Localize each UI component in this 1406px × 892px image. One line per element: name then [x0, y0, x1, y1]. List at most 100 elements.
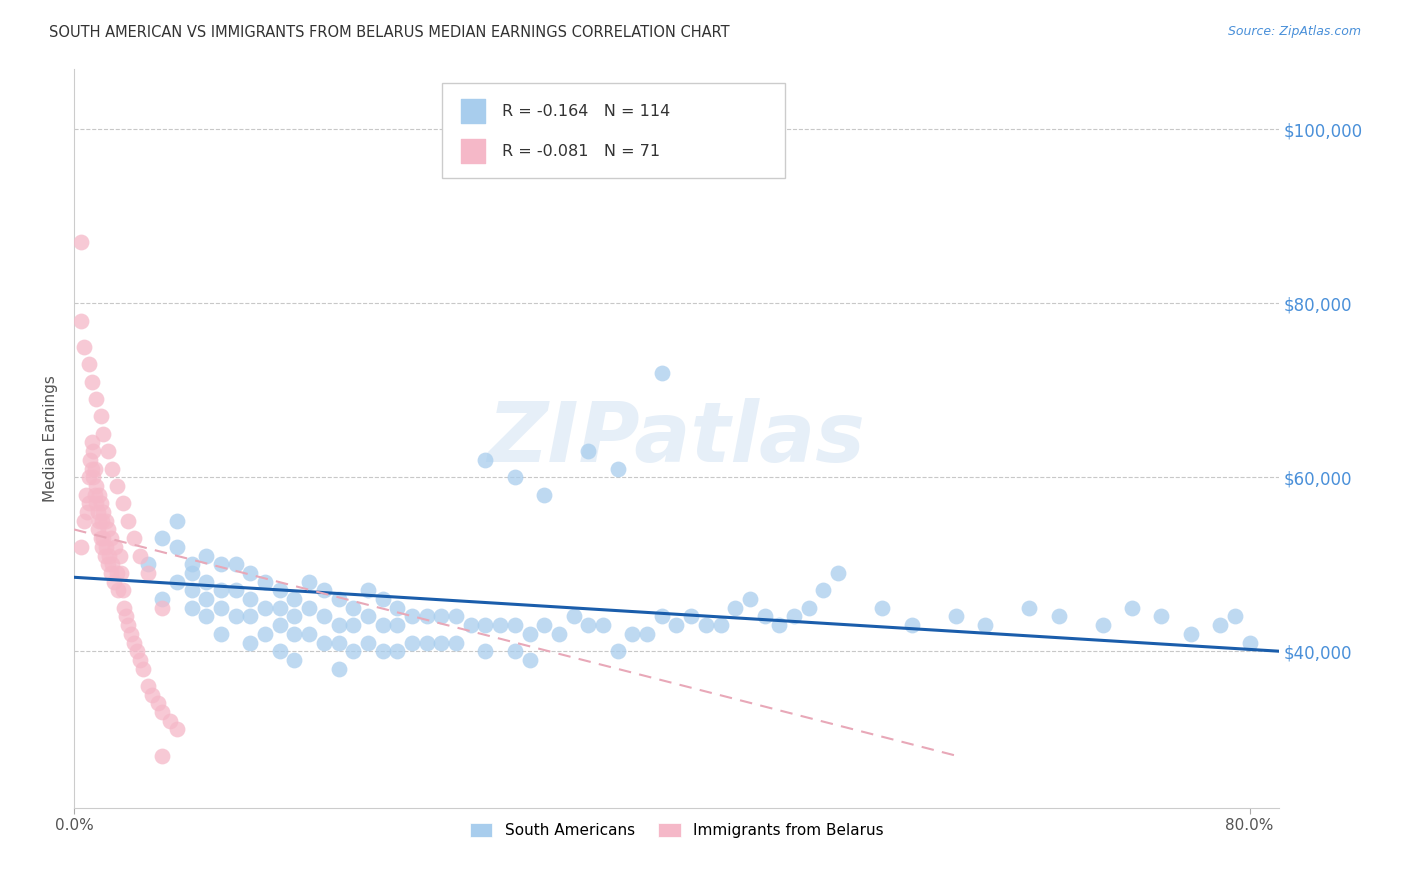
- Point: [444, 609, 467, 624]
- Point: [112, 600, 135, 615]
- Point: [100, 566, 122, 580]
- Point: [562, 609, 585, 624]
- Point: [117, 514, 139, 528]
- Point: [576, 444, 599, 458]
- Point: [75, 488, 97, 502]
- Point: [132, 662, 155, 676]
- Point: [474, 618, 496, 632]
- Point: [86, 523, 108, 537]
- Point: [136, 679, 159, 693]
- Point: [98, 549, 121, 563]
- Point: [283, 609, 305, 624]
- Point: [665, 618, 688, 632]
- Point: [460, 618, 482, 632]
- Point: [768, 618, 790, 632]
- Point: [415, 609, 437, 624]
- Text: R = -0.081   N = 71: R = -0.081 N = 71: [502, 144, 659, 159]
- Point: [84, 479, 107, 493]
- Point: [945, 609, 967, 624]
- Point: [342, 644, 364, 658]
- Point: [77, 357, 100, 371]
- Point: [371, 644, 394, 658]
- Point: [371, 592, 394, 607]
- Point: [444, 635, 467, 649]
- Point: [110, 566, 132, 580]
- Point: [101, 461, 124, 475]
- Point: [225, 558, 247, 572]
- Point: [166, 723, 188, 737]
- Point: [430, 635, 453, 649]
- Legend: South Americans, Immigrants from Belarus: South Americans, Immigrants from Belarus: [464, 817, 890, 845]
- Point: [97, 444, 120, 458]
- Point: [827, 566, 849, 580]
- Point: [371, 618, 394, 632]
- Point: [342, 618, 364, 632]
- Point: [592, 618, 614, 632]
- Point: [298, 627, 321, 641]
- Point: [651, 609, 673, 624]
- Point: [136, 566, 159, 580]
- Point: [70, 540, 93, 554]
- Point: [415, 635, 437, 649]
- Point: [87, 514, 110, 528]
- Point: [269, 583, 291, 598]
- Point: [79, 453, 101, 467]
- Point: [519, 653, 541, 667]
- Point: [387, 644, 409, 658]
- Point: [269, 600, 291, 615]
- Point: [239, 592, 262, 607]
- Point: [1223, 609, 1246, 624]
- Point: [797, 600, 820, 615]
- Point: [209, 583, 232, 598]
- Point: [225, 583, 247, 598]
- Point: [503, 470, 526, 484]
- Point: [84, 392, 107, 406]
- Point: [180, 600, 202, 615]
- Point: [283, 592, 305, 607]
- Point: [150, 592, 173, 607]
- Point: [401, 635, 423, 649]
- Point: [254, 600, 277, 615]
- Point: [91, 514, 114, 528]
- Point: [695, 618, 717, 632]
- Point: [269, 618, 291, 632]
- Point: [82, 444, 104, 458]
- Point: [1047, 609, 1070, 624]
- Point: [209, 558, 232, 572]
- Point: [101, 558, 124, 572]
- Point: [283, 653, 305, 667]
- Point: [91, 540, 114, 554]
- Point: [117, 618, 139, 632]
- Point: [239, 566, 262, 580]
- Point: [146, 697, 169, 711]
- Point: [150, 531, 173, 545]
- Point: [870, 600, 893, 615]
- Point: [783, 609, 806, 624]
- Point: [900, 618, 922, 632]
- Point: [342, 600, 364, 615]
- Y-axis label: Median Earnings: Median Earnings: [44, 375, 58, 501]
- Point: [159, 714, 181, 728]
- Point: [1209, 618, 1232, 632]
- Point: [127, 644, 149, 658]
- Point: [606, 644, 628, 658]
- Text: R = -0.164   N = 114: R = -0.164 N = 114: [502, 103, 671, 119]
- Point: [180, 583, 202, 598]
- Point: [77, 470, 100, 484]
- Point: [83, 488, 105, 502]
- Point: [86, 505, 108, 519]
- Point: [90, 409, 112, 424]
- Point: [105, 566, 128, 580]
- Point: [1091, 618, 1114, 632]
- Point: [80, 435, 103, 450]
- Point: [621, 627, 644, 641]
- Point: [754, 609, 776, 624]
- Point: [328, 662, 350, 676]
- Point: [328, 592, 350, 607]
- Point: [80, 375, 103, 389]
- Point: [298, 574, 321, 589]
- Point: [681, 609, 703, 624]
- Point: [576, 618, 599, 632]
- Point: [100, 531, 122, 545]
- Point: [312, 609, 335, 624]
